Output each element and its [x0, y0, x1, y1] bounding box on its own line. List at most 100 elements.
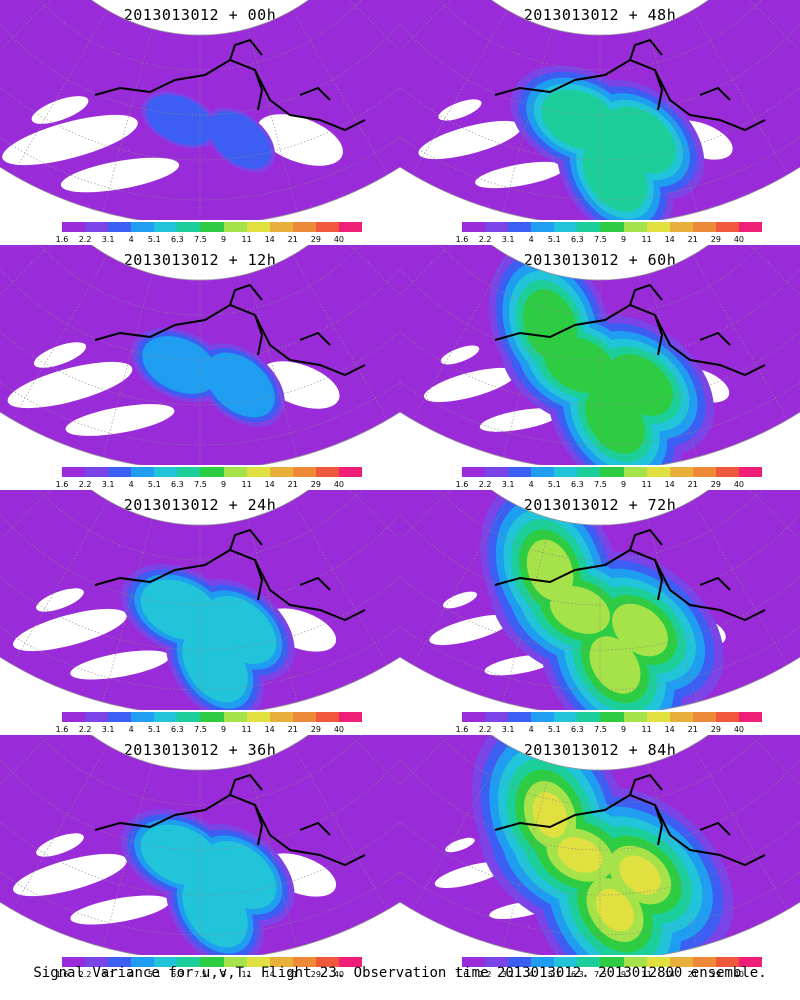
colorbar-tick-label: 21	[287, 970, 298, 979]
colorbar-tick-label: 2.2	[78, 235, 92, 244]
colorbar	[462, 222, 763, 232]
colorbar-tick-label: 14	[664, 480, 675, 489]
colorbar-tick-label: 5.1	[147, 235, 161, 244]
colorbar-swatch	[131, 712, 155, 722]
meridian-line	[749, 490, 800, 541]
forecast-panel: 2013013012 + 36h 1.6 2.2 3.1 4 5.1 6.3 7.5 9 11 14…	[0, 735, 400, 980]
colorbar-tick-label: 5.1	[147, 480, 161, 489]
colorbar-swatch	[623, 467, 647, 477]
colorbar-swatch	[600, 222, 624, 232]
low-variance-area	[7, 361, 133, 409]
meridian-line	[0, 735, 51, 786]
colorbar-swatch	[577, 467, 601, 477]
colorbar-swatch	[62, 467, 86, 477]
colorbar-tick-label: 1.6	[455, 970, 469, 979]
colorbar-swatch	[623, 222, 647, 232]
colorbar-tick-label: 11	[641, 235, 652, 244]
colorbar-swatch	[315, 712, 339, 722]
colorbar-tick-label: 1.6	[455, 480, 469, 489]
colorbar-tick-label: 3.1	[101, 480, 115, 489]
colorbar-swatch	[269, 222, 293, 232]
colorbar-swatch	[269, 957, 293, 967]
low-variance-area	[418, 120, 522, 160]
colorbar-swatch	[292, 712, 316, 722]
colorbar-tick-label: 14	[664, 970, 675, 979]
low-variance-area	[257, 114, 343, 166]
colorbar-swatch	[338, 712, 363, 722]
meridian-line	[0, 245, 51, 296]
meridian-line	[412, 745, 508, 910]
colorbar-swatch	[292, 957, 316, 967]
panel-title: 2013013012 + 00h	[123, 6, 277, 24]
colorbar-tick-label: 2.2	[478, 970, 492, 979]
colorbar-swatch	[715, 222, 739, 232]
colorbar-ticks: 1.6 2.2 3.1 4 5.1 6.3 7.5 9 11 14 21 29 40	[454, 235, 774, 245]
colorbar-swatch	[600, 467, 624, 477]
figure-caption: Signal Variance for u,v,T. Flight 23. Ob…	[33, 965, 767, 981]
colorbar-swatch	[600, 712, 624, 722]
colorbar-swatch	[223, 712, 247, 722]
coastline	[494, 283, 766, 377]
colorbar-swatch	[246, 957, 270, 967]
colorbar-swatch	[338, 222, 363, 232]
colorbar-tick-label: 3.1	[501, 235, 515, 244]
low-variance-area	[65, 404, 175, 436]
colorbar-tick-label: 40	[333, 725, 345, 734]
colorbar-tick-label: 2.2	[478, 235, 492, 244]
graticule	[400, 490, 800, 710]
colorbar-swatch	[246, 467, 270, 477]
colorbar-tick-label: 9	[620, 725, 627, 734]
meridian-line	[12, 745, 108, 910]
panel-title: 2013013012 + 12h	[123, 251, 277, 269]
meridian-line	[292, 745, 388, 910]
colorbar-tick-label: 14	[264, 725, 275, 734]
colorbar-tick-label: 11	[641, 480, 652, 489]
colorbar-swatch	[692, 712, 716, 722]
colorbar-swatch	[485, 467, 509, 477]
variance-contour	[208, 111, 272, 169]
colorbar-tick-label: 4	[128, 725, 134, 734]
low-variance-area	[440, 345, 480, 365]
colorbar-tick-label: 5.1	[547, 725, 561, 734]
meridian-line	[292, 10, 388, 175]
map-border	[0, 245, 400, 465]
meridian-line	[102, 763, 153, 948]
variance-contour	[205, 352, 275, 418]
colorbar-swatch	[85, 712, 109, 722]
meridian-line	[749, 0, 800, 51]
forecast-panel: 2013013012 + 12h 1.6 2.2 3.1 4 5.1 6.3 7.5 9 11 14…	[0, 245, 400, 490]
variance-contour	[182, 627, 248, 703]
colorbar-tick-label: 14	[664, 725, 675, 734]
colorbar-swatch	[315, 467, 339, 477]
colorbar-swatch	[623, 957, 647, 967]
colorbar-swatch	[485, 712, 509, 722]
meridian-line	[647, 273, 698, 458]
colorbar-tick-label: 7.5	[194, 480, 207, 489]
colorbar-tick-label: 6.3	[171, 480, 184, 489]
colorbar-swatch	[85, 957, 109, 967]
colorbar-swatch	[85, 222, 109, 232]
meridian-line	[400, 0, 451, 51]
parallel-line	[0, 23, 400, 116]
panel-title: 2013013012 + 72h	[523, 496, 677, 514]
colorbar-tick-label: 5.1	[547, 480, 561, 489]
graticule	[0, 0, 400, 220]
low-variance-area	[70, 650, 170, 680]
map-plot	[400, 735, 800, 955]
meridian-line	[400, 245, 451, 296]
colorbar-swatch	[177, 222, 201, 232]
colorbar-tick-label: 3.1	[501, 480, 515, 489]
colorbar	[62, 467, 363, 477]
colorbar-swatch	[508, 467, 532, 477]
low-variance-area	[429, 614, 511, 646]
meridian-line	[692, 500, 788, 665]
colorbar-ticks: 1.6 2.2 3.1 4 5.1 6.3 7.5 9 11 14 21 29 40	[54, 970, 374, 980]
variance-contour	[182, 872, 248, 948]
low-variance-area	[479, 408, 561, 432]
colorbar-tick-label: 40	[333, 480, 345, 489]
colorbar	[62, 712, 363, 722]
colorbar-tick-label: 4	[128, 970, 134, 979]
colorbar-swatch	[85, 467, 109, 477]
graticule	[0, 490, 400, 710]
meridian-line	[12, 500, 108, 665]
